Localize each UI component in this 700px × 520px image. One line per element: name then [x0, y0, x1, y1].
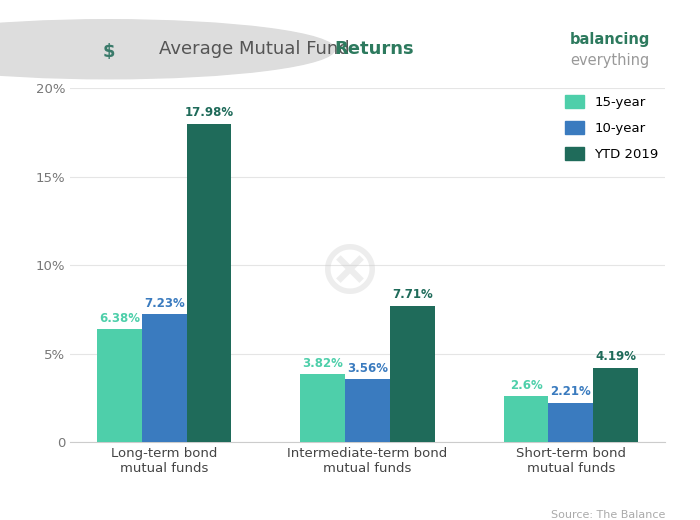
Text: 7.71%: 7.71%: [392, 288, 433, 301]
Bar: [593, 368, 638, 442]
Circle shape: [0, 20, 335, 79]
Bar: [549, 403, 593, 442]
Bar: [97, 329, 142, 442]
Bar: [300, 374, 345, 442]
Text: ⊗: ⊗: [318, 235, 382, 309]
Text: 4.19%: 4.19%: [595, 350, 636, 363]
Text: 3.56%: 3.56%: [347, 361, 388, 374]
Text: balancing: balancing: [570, 32, 650, 47]
Bar: [390, 306, 435, 442]
Bar: [345, 379, 390, 442]
Text: 17.98%: 17.98%: [184, 107, 234, 120]
Text: 7.23%: 7.23%: [144, 296, 185, 309]
Text: $: $: [102, 43, 115, 61]
Text: everything: everything: [570, 54, 649, 69]
Text: Source: The Balance: Source: The Balance: [551, 510, 665, 520]
Text: Returns: Returns: [335, 40, 414, 58]
Bar: [186, 124, 231, 442]
Text: Average Mutual Fund: Average Mutual Fund: [160, 40, 356, 58]
Text: 2.21%: 2.21%: [550, 385, 592, 398]
Bar: [504, 396, 549, 442]
Text: 6.38%: 6.38%: [99, 311, 140, 324]
Text: 3.82%: 3.82%: [302, 357, 343, 370]
Bar: [142, 314, 186, 442]
Text: 2.6%: 2.6%: [510, 379, 542, 392]
Legend: 15-year, 10-year, YTD 2019: 15-year, 10-year, YTD 2019: [565, 95, 659, 161]
